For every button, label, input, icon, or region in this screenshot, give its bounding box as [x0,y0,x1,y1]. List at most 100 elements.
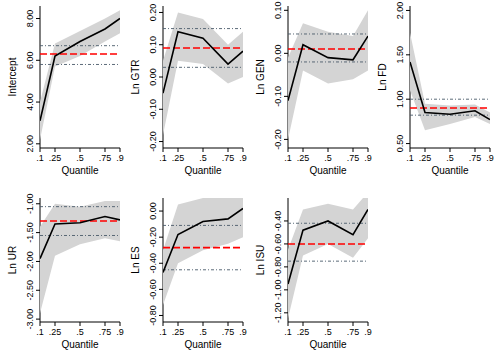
x-tick [303,322,304,326]
reference-line [410,107,490,109]
panel: -1.20-1.00-0.80-0.60-0.40.1.25.5.75.9Ln … [255,192,372,350]
reference-line [288,61,368,62]
confidence-band [40,10,120,139]
estimate-line [40,216,120,258]
x-tick-label: .75 [222,327,235,337]
y-tick-label: 0.10 [273,2,283,20]
x-tick-label: .25 [297,153,310,163]
reference-line [40,206,120,207]
x-tick-label: .5 [324,153,332,163]
x-tick-label: .1 [36,327,44,337]
reference-line [163,269,243,270]
y-tick [284,312,288,313]
estimate-line [288,36,368,101]
y-tick-label: -0.20 [148,131,158,152]
plot-area [288,10,368,139]
y-tick-label: 1.50 [395,46,405,64]
estimate-line [163,32,243,93]
y-tick-label: -3.00 [25,309,35,330]
y-tick [159,263,163,264]
y-tick [36,203,40,204]
y-tick-label: -0.60 [273,234,283,255]
x-tick-label: .75 [222,153,235,163]
x-tick-label: .9 [116,327,124,337]
y-tick [284,289,288,290]
figure: 2.004.006.008.00.1.25.5.75.9InterceptQua… [0,0,500,355]
y-tick-label: 2.00 [395,2,405,20]
x-tick [328,148,329,152]
x-axis-title: Quantile [431,165,469,176]
x-tick-label: .1 [159,327,167,337]
x-tick-label: .25 [172,327,185,337]
y-tick [284,243,288,244]
x-axis-title: Quantile [309,165,347,176]
x-tick-label: .5 [324,327,332,337]
reference-line [40,235,120,236]
x-tick-label: .25 [172,153,185,163]
panel: -0.20-0.100.000.100.20.1.25.5.75.9Ln GTR… [130,4,247,176]
x-tick [178,322,179,326]
reference-line [163,28,243,29]
y-tick-label: -0.40 [273,211,283,232]
y-tick [159,141,163,142]
y-tick-label: -0.20 [148,227,158,248]
reference-line [40,64,120,65]
x-tick [55,148,56,152]
x-tick [450,148,451,152]
x-tick [410,148,411,152]
y-tick-label: 0.10 [148,36,158,54]
y-tick-label: -1.20 [273,303,283,324]
estimate-line [288,209,368,284]
x-tick-label: .5 [76,327,84,337]
reference-line [288,223,368,224]
x-tick-label: .25 [49,153,62,163]
y-axis-title: Ln GEN [255,59,266,95]
plot-area [163,198,243,305]
x-tick-label: .75 [99,327,112,337]
reference-line [163,247,243,249]
reference-line [163,225,243,226]
x-axis [288,322,368,323]
y-tick [284,266,288,267]
x-tick [120,322,121,326]
y-axis-title: Ln ISU [255,245,266,276]
y-tick [406,143,410,144]
x-tick [368,148,369,152]
y-tick [36,261,40,262]
y-tick [36,102,40,103]
x-tick [203,148,204,152]
reference-line [410,99,490,100]
x-tick [120,148,121,152]
y-tick [159,289,163,290]
x-tick [490,148,491,152]
x-tick [353,322,354,326]
x-tick [178,148,179,152]
y-tick [36,232,40,233]
reference-line [288,48,368,50]
x-tick-label: .5 [76,153,84,163]
x-tick-label: .9 [364,327,372,337]
x-tick [475,148,476,152]
confidence-band [288,10,368,139]
plot-area [410,33,490,131]
x-tick-label: .5 [199,153,207,163]
y-tick-label: -1.50 [25,222,35,243]
x-tick-label: .1 [406,153,414,163]
x-tick-label: .1 [36,153,44,163]
x-tick [80,148,81,152]
x-axis [40,148,120,149]
x-tick [288,148,289,152]
y-tick [406,10,410,11]
x-tick [288,322,289,326]
x-tick-label: .9 [239,153,247,163]
x-tick-label: .1 [284,153,292,163]
x-axis-title: Quantile [309,339,347,350]
y-axis-title: Intercept [7,57,18,96]
x-tick [243,148,244,152]
x-tick-label: .1 [159,153,167,163]
x-tick [425,148,426,152]
y-tick [159,237,163,238]
x-tick-label: .9 [364,153,372,163]
x-axis-title: Quantile [184,165,222,176]
plot-area [40,201,120,313]
